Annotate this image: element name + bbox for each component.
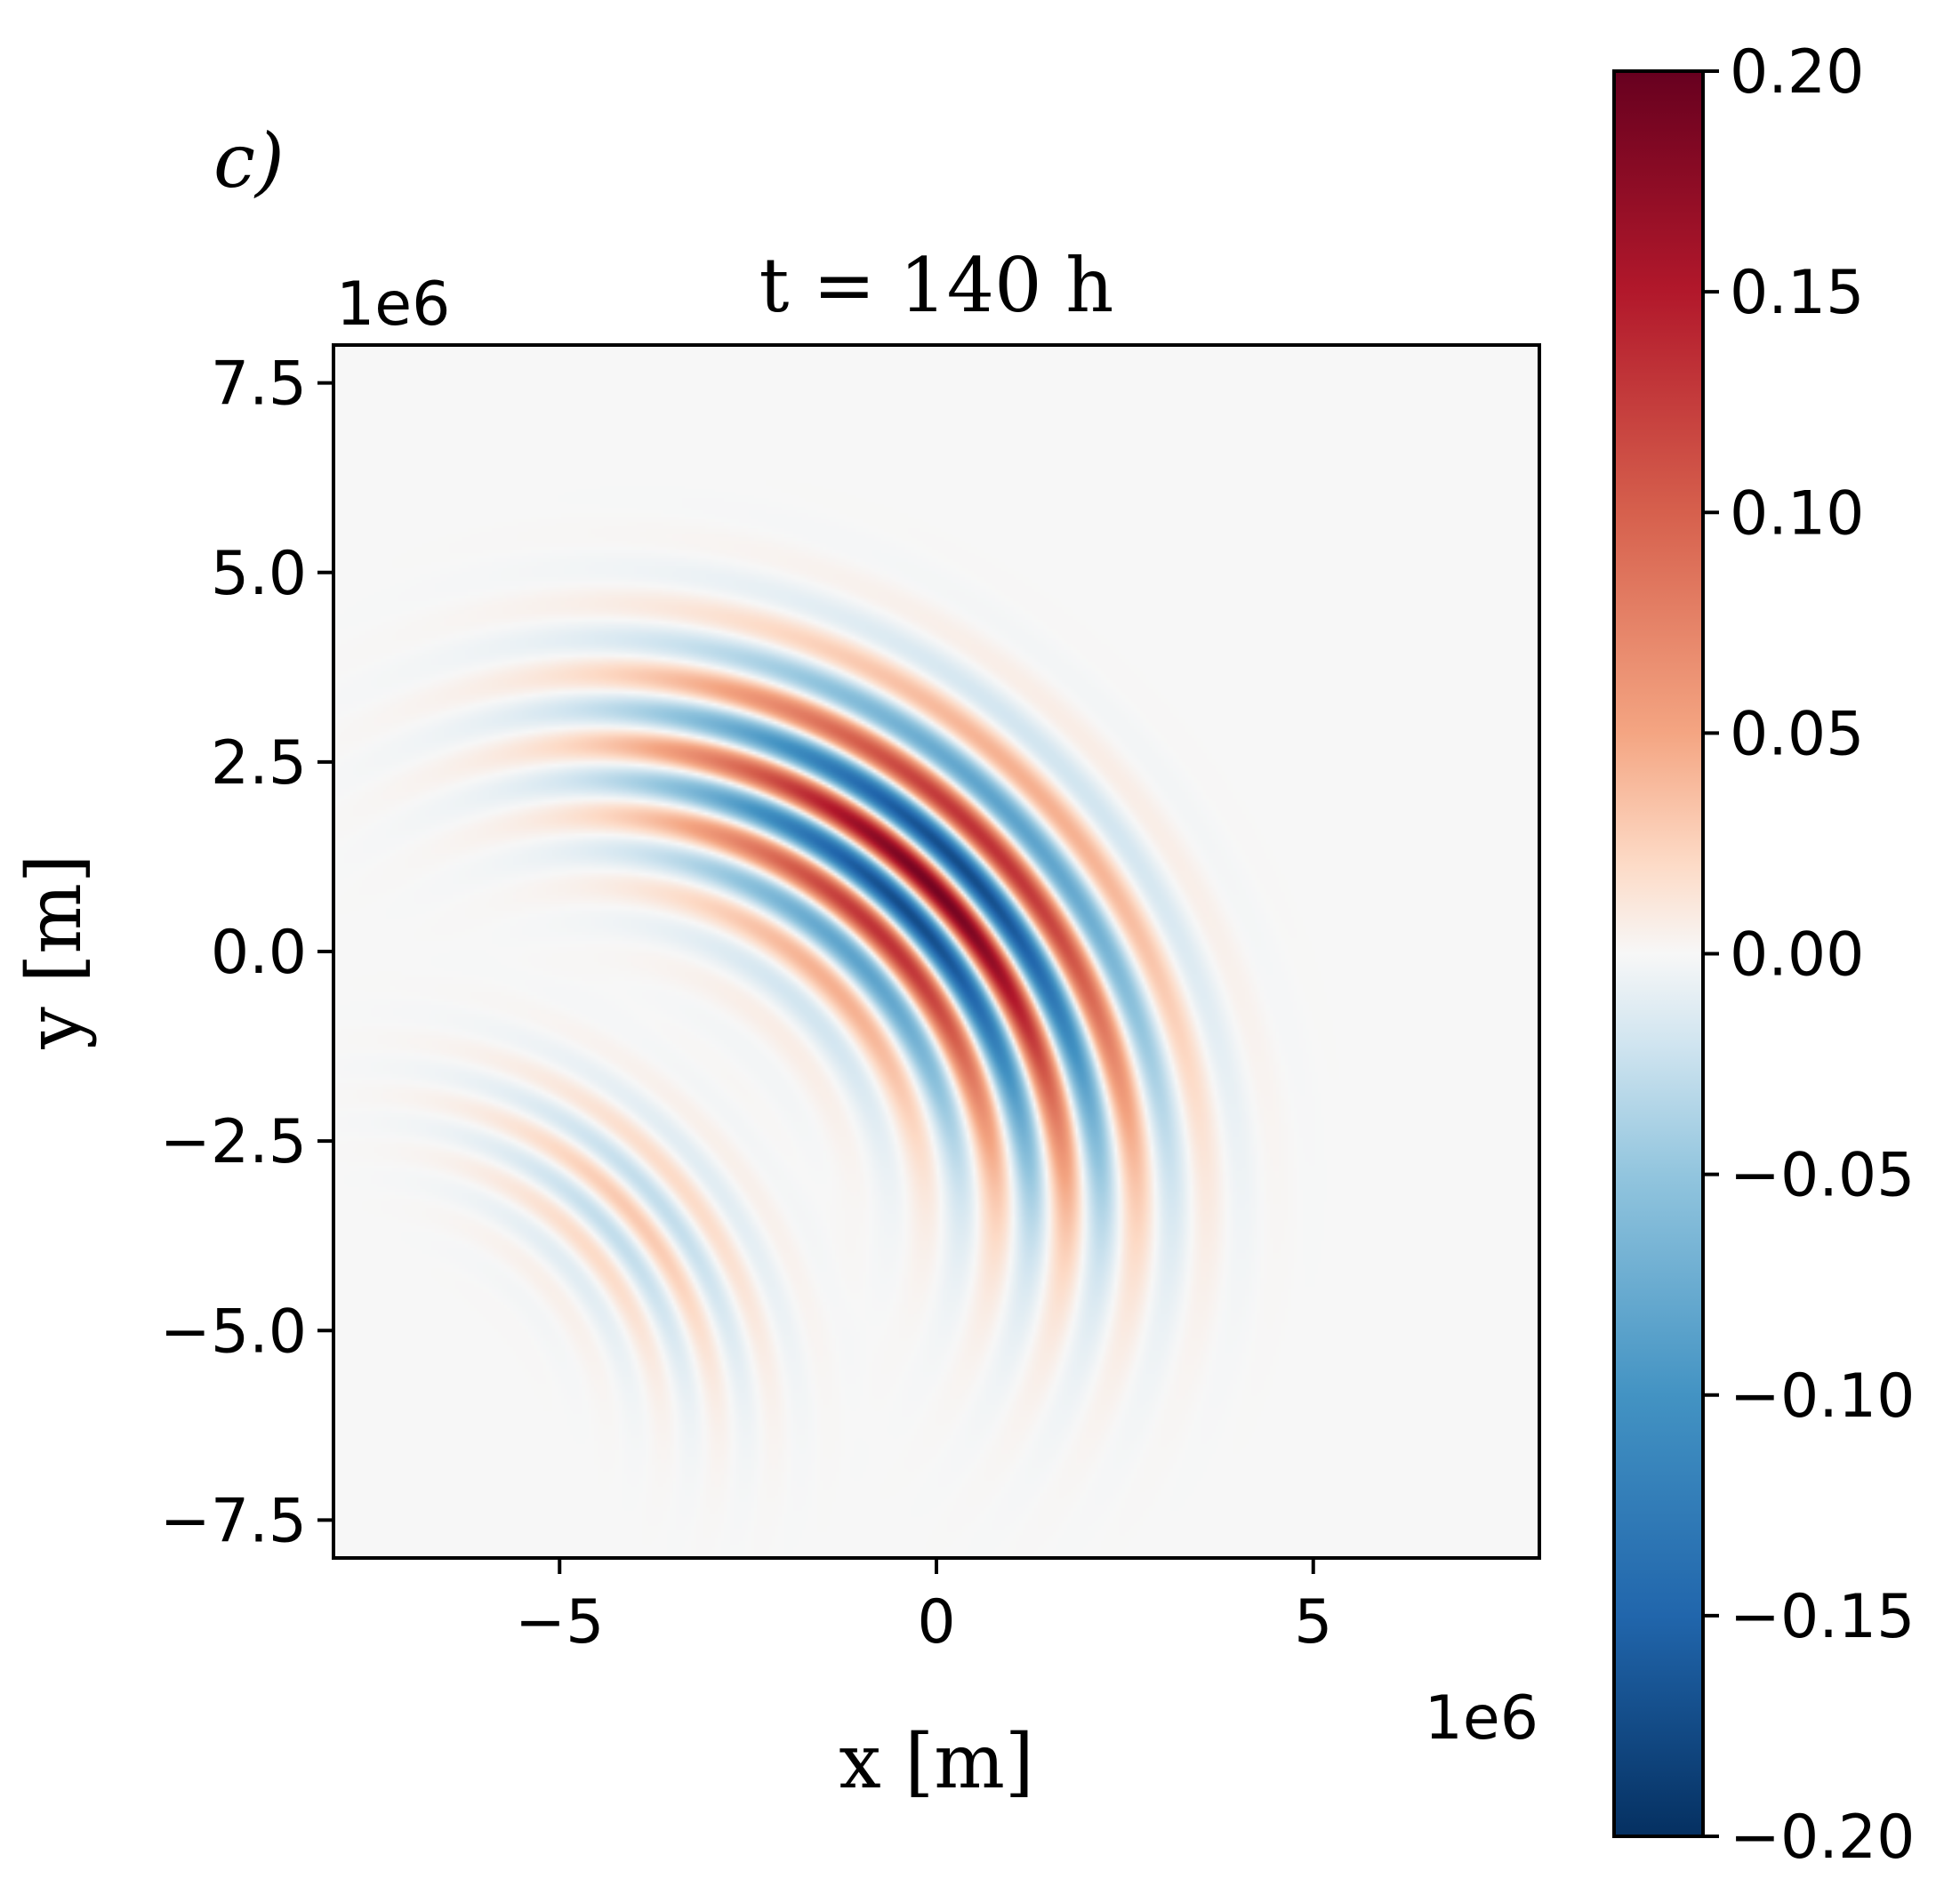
heatmap-field	[333, 345, 1539, 1558]
y-tick-label: 7.5	[211, 349, 307, 420]
y-tick-label: −7.5	[160, 1486, 307, 1556]
y-tick-label: −5.0	[160, 1297, 307, 1367]
colorbar-ticks: 0.20 0.15 0.10 0.05 0.00 −0.05 −0.10 −0.15 −0.20	[1703, 37, 1915, 1873]
y-tick-label: 5.0	[211, 539, 307, 609]
colorbar-tick-label: −0.20	[1730, 1803, 1915, 1873]
y-axis: 7.5 5.0 2.5 0.0 −2.5 −5.0 −7.5	[160, 349, 333, 1556]
colorbar-tick-label: −0.10	[1730, 1361, 1915, 1432]
colorbar-tick-label: 0.00	[1730, 920, 1864, 991]
x-tick-label: −5	[515, 1587, 604, 1658]
y-tick-label: 2.5	[211, 728, 307, 799]
colorbar-tick-label: 0.10	[1730, 478, 1864, 549]
colorbar-tick-label: 0.20	[1730, 37, 1864, 108]
heatmap-plot	[333, 345, 1539, 1558]
colorbar-gradient	[1614, 71, 1703, 1836]
x-scale-label: 1e6	[1425, 1683, 1538, 1754]
colorbar-tick-label: 0.05	[1730, 699, 1864, 769]
chart-title: t = 140 h	[759, 242, 1114, 329]
x-axis: −5 0 5	[515, 1558, 1332, 1658]
panel-label: c)	[213, 117, 285, 205]
y-axis-label: y [m]	[11, 854, 98, 1049]
colorbar: 0.20 0.15 0.10 0.05 0.00 −0.05 −0.10 −0.15 −0.20	[1612, 37, 1915, 1873]
x-tick-label: 5	[1294, 1587, 1332, 1658]
colorbar-tick-label: 0.15	[1730, 258, 1864, 328]
y-scale-label: 1e6	[336, 269, 450, 340]
y-tick-label: 0.0	[211, 918, 307, 988]
x-tick-label: 0	[917, 1587, 955, 1658]
colorbar-tick-label: −0.15	[1730, 1582, 1915, 1652]
colorbar-tick-label: −0.05	[1730, 1141, 1915, 1211]
y-tick-label: −2.5	[160, 1107, 307, 1177]
x-axis-label: x [m]	[839, 1718, 1033, 1805]
